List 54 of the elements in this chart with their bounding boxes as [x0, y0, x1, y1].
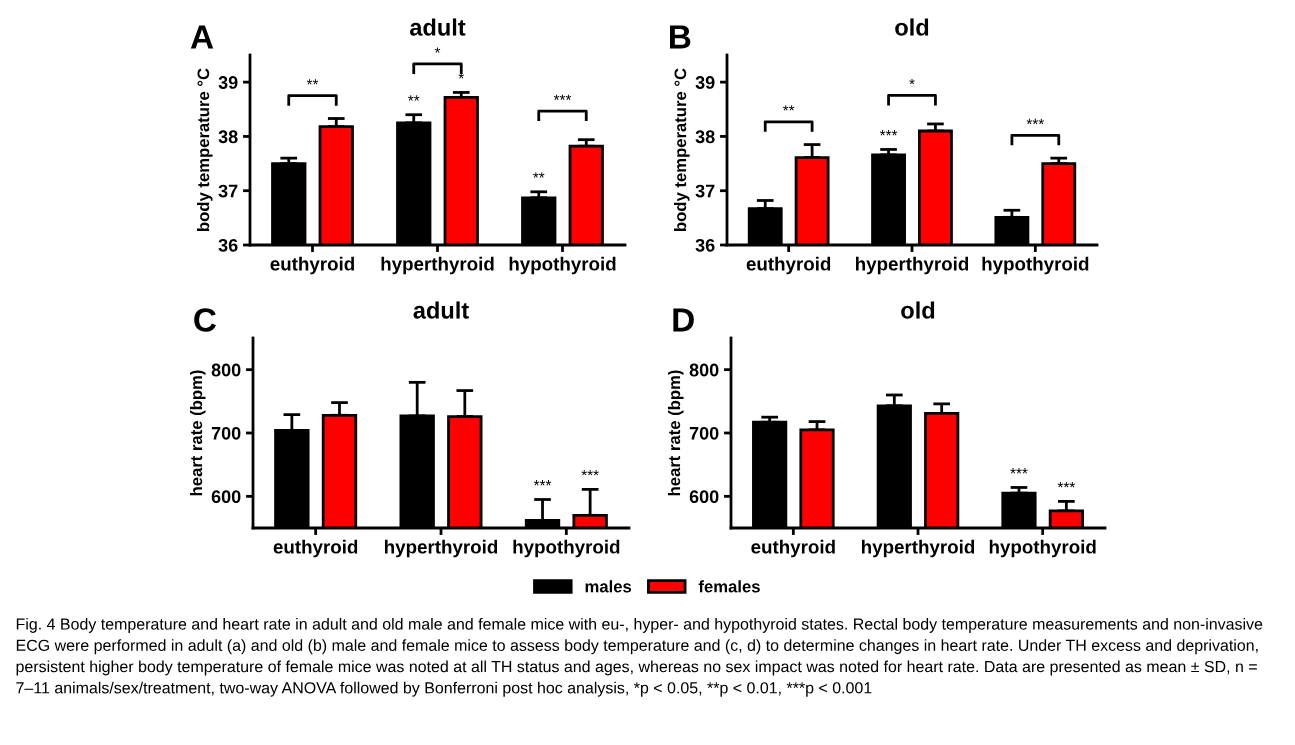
y-tick-label: 38	[695, 130, 715, 144]
annotation: ***	[1026, 118, 1045, 125]
data-label: **	[408, 95, 420, 101]
x-tick-label: hypothyroid	[509, 256, 616, 275]
annotation: **	[782, 105, 795, 111]
data-label: ***	[581, 469, 599, 476]
annotation: ***	[553, 94, 572, 101]
data-label: ***	[1057, 482, 1076, 488]
y-tick-label: 800	[689, 363, 719, 377]
x-tick-label: euthyroid	[270, 256, 354, 275]
text: D	[673, 308, 694, 332]
y-axis-title: heart rate (bpm)	[189, 370, 206, 496]
y-tick-label: 37	[695, 184, 715, 198]
y-tick-label: 600	[211, 490, 241, 504]
x-tick-label: hyperthyroid	[856, 256, 969, 275]
x-tick-label: euthyroid	[751, 539, 835, 558]
y-axis-title: heart rate (bpm)	[667, 370, 684, 496]
annotation: *	[909, 78, 915, 85]
y-tick-label: 700	[211, 426, 241, 440]
annotation: **	[306, 79, 319, 85]
chart-title: adult	[413, 301, 469, 319]
x-tick-label: euthyroid	[273, 539, 358, 558]
caption: Fig. 4 Body temperature and heart rate in adult and old male and female mice with eu-, hyper- and hypothyroid states. Rectal body temperature measurements and non-invasive ECG were performed in adult (a) and old (b) male and female mice to assess body temperature and (c, d) to determine changes in heart rate. Under TH excess and deprivation, persistent higher body temperature of female mice was noted at all TH status and ages, whereas no sex impact was noted for heart rate. Data are presented as mean ± SD, n = 7–11 animals/sex/treatment, two-way ANOVA followed by Bonferroni post hoc analysis, *p < 0.05, **p < 0.01, ***p < 0.001	[16, 618, 1263, 697]
y-axis-title: body temperature °C	[674, 68, 690, 231]
y-tick-label: 37	[218, 184, 238, 198]
data-label: **	[533, 172, 545, 178]
x-tick-label: hyperthyroid	[862, 539, 975, 558]
y-tick-label: 39	[695, 76, 715, 89]
x-tick-label: hypothyroid	[989, 539, 1096, 558]
y-tick-label: 600	[689, 490, 719, 504]
text: B	[670, 25, 691, 49]
x-tick-label: hypothyroid	[513, 539, 620, 558]
data-label: ***	[1010, 468, 1028, 474]
x-tick-label: hyperthyroid	[385, 539, 498, 558]
legend-label: males	[585, 580, 632, 593]
y-tick-label: 39	[218, 76, 238, 89]
y-tick-label: 700	[689, 426, 719, 440]
text: A	[190, 25, 214, 49]
y-tick-label: 38	[218, 130, 238, 144]
x-tick-label: euthyroid	[746, 256, 831, 275]
y-axis-title: body temperature °C	[197, 68, 213, 231]
data-label: ***	[533, 480, 552, 486]
chart-title: adult	[410, 18, 466, 36]
text: *	[434, 47, 441, 53]
chart-title: old	[901, 301, 935, 319]
chart-title: old	[895, 18, 929, 36]
data-label: ***	[879, 130, 898, 136]
y-tick-label: 800	[211, 363, 241, 377]
x-tick-label: hypothyroid	[982, 256, 1089, 275]
legend-label: females	[698, 580, 760, 593]
y-tick-label: 36	[695, 238, 715, 252]
y-tick-label: 36	[218, 238, 238, 252]
text: C	[194, 308, 216, 332]
x-tick-label: hyperthyroid	[381, 256, 494, 275]
